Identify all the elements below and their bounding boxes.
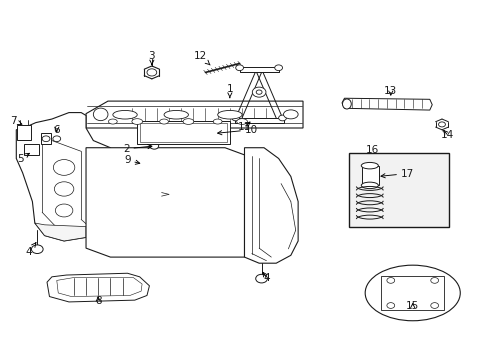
Text: 4: 4: [25, 243, 36, 257]
Polygon shape: [86, 148, 244, 257]
Ellipse shape: [361, 162, 378, 169]
Ellipse shape: [159, 119, 168, 124]
Polygon shape: [341, 98, 431, 110]
Circle shape: [430, 303, 438, 309]
Bar: [361, 166, 378, 185]
Ellipse shape: [342, 99, 350, 109]
Polygon shape: [16, 113, 120, 241]
Text: 10: 10: [217, 125, 257, 135]
Bar: [348, 153, 448, 226]
Bar: [380, 276, 444, 310]
Text: 14: 14: [440, 130, 453, 140]
Text: 15: 15: [405, 301, 419, 311]
Ellipse shape: [213, 119, 222, 124]
Ellipse shape: [365, 265, 459, 321]
Circle shape: [255, 274, 267, 283]
Ellipse shape: [361, 182, 378, 189]
Text: 1: 1: [226, 84, 233, 98]
Ellipse shape: [183, 119, 193, 125]
Circle shape: [147, 69, 157, 76]
Text: 11: 11: [237, 122, 251, 132]
Text: 9: 9: [124, 155, 140, 165]
Ellipse shape: [93, 108, 108, 121]
Bar: [140, 123, 227, 142]
Text: 13: 13: [384, 86, 397, 96]
Ellipse shape: [236, 119, 247, 125]
Polygon shape: [57, 278, 142, 297]
Circle shape: [278, 115, 286, 121]
Circle shape: [42, 136, 50, 141]
Ellipse shape: [217, 111, 242, 119]
Ellipse shape: [132, 119, 142, 125]
Polygon shape: [86, 101, 303, 128]
Ellipse shape: [113, 111, 137, 119]
Circle shape: [274, 65, 282, 71]
Polygon shape: [35, 223, 86, 241]
Circle shape: [150, 143, 158, 149]
Bar: [234, 118, 283, 123]
Circle shape: [256, 90, 262, 94]
Circle shape: [231, 115, 239, 121]
Circle shape: [54, 182, 74, 196]
Text: 16: 16: [365, 144, 378, 154]
Ellipse shape: [108, 119, 117, 124]
Polygon shape: [47, 273, 149, 302]
Ellipse shape: [163, 111, 188, 119]
Text: 5: 5: [17, 153, 29, 164]
Bar: [17, 125, 31, 140]
Circle shape: [53, 159, 75, 175]
Circle shape: [438, 122, 445, 127]
Text: 4: 4: [263, 273, 269, 283]
Bar: [239, 67, 278, 72]
Text: 17: 17: [380, 168, 413, 179]
Circle shape: [53, 136, 61, 141]
Circle shape: [430, 278, 438, 283]
Bar: [23, 144, 39, 155]
Bar: [137, 121, 229, 144]
Bar: [41, 134, 51, 144]
Text: 8: 8: [95, 296, 102, 306]
Text: 7: 7: [10, 116, 22, 126]
Circle shape: [386, 303, 394, 309]
Circle shape: [55, 204, 73, 217]
Circle shape: [386, 278, 394, 283]
Text: 3: 3: [148, 51, 155, 64]
Text: 12: 12: [194, 51, 210, 65]
Text: 2: 2: [123, 144, 152, 154]
Circle shape: [31, 245, 43, 253]
Ellipse shape: [283, 110, 298, 119]
Text: 6: 6: [53, 125, 60, 135]
Circle shape: [252, 87, 265, 97]
Polygon shape: [244, 148, 298, 263]
Circle shape: [235, 65, 243, 71]
